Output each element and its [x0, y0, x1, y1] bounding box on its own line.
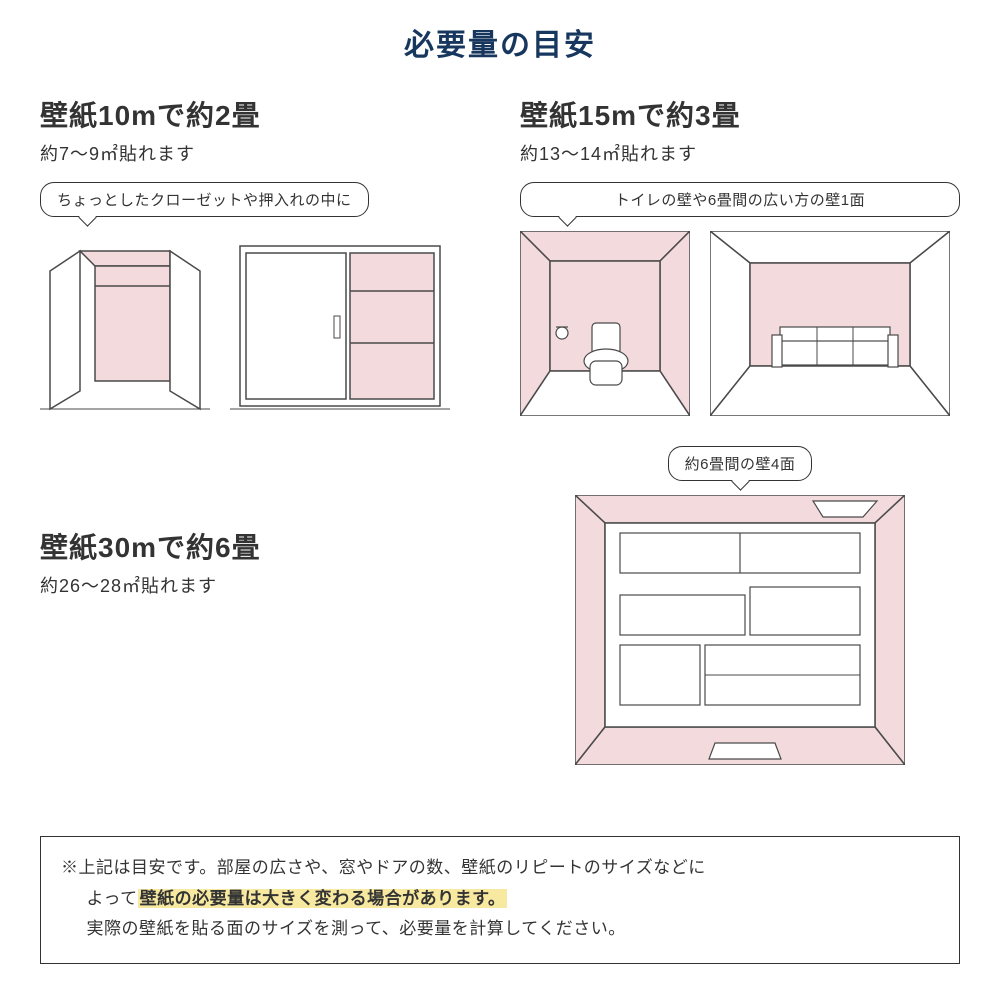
closet-open-icon	[40, 231, 210, 411]
illus-row-10m	[40, 231, 480, 411]
section-sub-10m: 約7～9㎡貼れます	[40, 140, 480, 166]
section-title-30m: 壁紙30mで約6畳	[40, 526, 480, 566]
illus-row-15m	[520, 231, 960, 416]
six-tatami-room-icon	[575, 495, 905, 765]
section-title-15m: 壁紙15mで約3畳	[520, 94, 960, 134]
bubble-15m: トイレの壁や6畳間の広い方の壁1面	[520, 182, 960, 217]
page-title: 必要量の目安	[40, 20, 960, 64]
section-10m: 壁紙10mで約2畳 約7～9㎡貼れます ちょっとしたクローゼットや押入れの中に	[40, 94, 480, 416]
note-line2: よって壁紙の必要量は大きく変わる場合があります。	[61, 884, 939, 915]
note-line1: ※上記は目安です。部屋の広さや、窓やドアの数、壁紙のリピートのサイズなどに	[61, 858, 706, 877]
section-title-10m: 壁紙10mで約2畳	[40, 94, 480, 134]
note-line2-prefix: よって	[87, 889, 138, 908]
toilet-room-icon	[520, 231, 690, 416]
living-room-wall-icon	[710, 231, 950, 416]
note-box: ※上記は目安です。部屋の広さや、窓やドアの数、壁紙のリピートのサイズなどに よっ…	[40, 836, 960, 964]
note-line3: 実際の壁紙を貼る面のサイズを測って、必要量を計算してください。	[61, 914, 939, 945]
note-highlight: 壁紙の必要量は大きく変わる場合があります。	[138, 889, 508, 908]
section-30m-text: 壁紙30mで約6畳 約26～28㎡貼れます	[40, 446, 480, 765]
sections-grid: 壁紙10mで約2畳 約7～9㎡貼れます ちょっとしたクローゼットや押入れの中に	[40, 94, 960, 765]
bubble-10m: ちょっとしたクローゼットや押入れの中に	[40, 182, 369, 217]
closet-sliding-icon	[230, 231, 450, 411]
section-15m: 壁紙15mで約3畳 約13～14㎡貼れます トイレの壁や6畳間の広い方の壁1面	[520, 94, 960, 416]
section-sub-15m: 約13～14㎡貼れます	[520, 140, 960, 166]
section-sub-30m: 約26～28㎡貼れます	[40, 572, 480, 598]
bubble-30m: 約6畳間の壁4面	[668, 446, 813, 481]
section-30m-illus: 約6畳間の壁4面	[520, 446, 960, 765]
